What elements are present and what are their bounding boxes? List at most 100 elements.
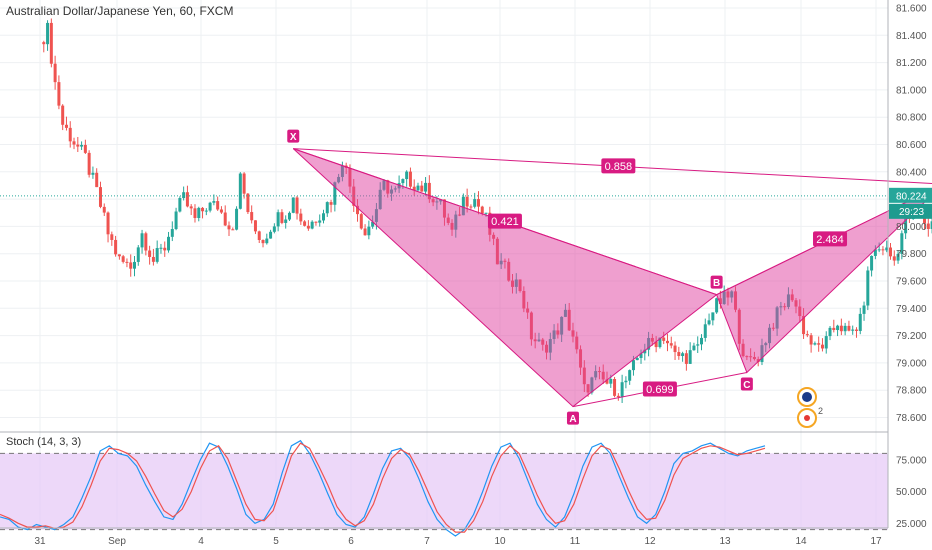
y-tick-label: 79.600 bbox=[896, 277, 927, 288]
candle-body bbox=[238, 173, 242, 209]
candle-body bbox=[870, 255, 874, 271]
candle-body bbox=[412, 186, 416, 191]
candle-body bbox=[235, 208, 239, 230]
x-tick-label: 13 bbox=[719, 536, 731, 547]
candle-body bbox=[484, 212, 488, 214]
candle-body bbox=[303, 221, 307, 226]
candle-body bbox=[57, 82, 61, 106]
candle-body bbox=[144, 233, 148, 251]
candle-body bbox=[287, 212, 291, 220]
candle-body bbox=[926, 223, 930, 229]
candle-body bbox=[291, 197, 295, 213]
candle-body bbox=[193, 208, 197, 218]
candle-body bbox=[242, 173, 246, 194]
candle-body bbox=[201, 207, 205, 212]
pattern-xab bbox=[292, 148, 718, 408]
stoch-y-tick-label: 25.000 bbox=[896, 519, 927, 530]
grid-lines bbox=[0, 0, 888, 528]
candle-body bbox=[333, 182, 337, 205]
candle-body bbox=[401, 179, 405, 184]
point-badge bbox=[740, 377, 753, 391]
candle-body bbox=[133, 261, 136, 269]
x-tick-label: 14 bbox=[795, 536, 807, 547]
candle-body bbox=[359, 214, 363, 229]
candle-body bbox=[129, 262, 133, 269]
ratio-badge bbox=[642, 381, 677, 397]
candle-body bbox=[371, 221, 375, 227]
candle-body bbox=[673, 345, 677, 353]
y-tick-label: 81.400 bbox=[896, 31, 927, 42]
y-tick-label: 80.800 bbox=[896, 113, 927, 124]
candle-body bbox=[265, 238, 269, 244]
candle-body bbox=[91, 172, 95, 175]
x-tick-label: 17 bbox=[870, 536, 882, 547]
candle-body bbox=[635, 357, 639, 361]
candle-body bbox=[98, 187, 102, 207]
candle-body bbox=[866, 270, 870, 306]
ratio-badge bbox=[813, 231, 848, 247]
candle-body bbox=[631, 360, 635, 371]
candle-body bbox=[408, 171, 412, 187]
candle-body bbox=[178, 198, 182, 212]
candle-body bbox=[873, 249, 877, 256]
candle-body bbox=[204, 210, 208, 212]
candle-body bbox=[284, 219, 288, 223]
candle-body bbox=[159, 247, 163, 249]
candle-body bbox=[182, 192, 186, 199]
candle-body bbox=[68, 127, 72, 142]
ratio-label: 0.421 bbox=[491, 216, 519, 228]
candle-body bbox=[817, 343, 821, 345]
current-price-badge bbox=[889, 187, 932, 203]
candle-body bbox=[61, 105, 65, 125]
candle-body bbox=[367, 226, 371, 236]
candle-body bbox=[847, 325, 851, 331]
candle-body bbox=[106, 212, 110, 235]
candle-body bbox=[121, 256, 125, 262]
candle-body bbox=[276, 212, 280, 227]
y-tick-label: 79.000 bbox=[896, 358, 927, 369]
x-tick-label: 10 bbox=[494, 536, 506, 547]
y-tick-label: 79.800 bbox=[896, 249, 927, 260]
candle-body bbox=[197, 207, 201, 218]
candle-body bbox=[325, 202, 329, 214]
y-tick-label: 81.000 bbox=[896, 85, 927, 96]
candle-body bbox=[605, 379, 609, 384]
candle-body bbox=[299, 213, 303, 222]
candle-body bbox=[329, 202, 333, 205]
candle-body bbox=[643, 349, 647, 354]
candle-body bbox=[639, 353, 643, 358]
ratio-label: 0.858 bbox=[605, 161, 633, 173]
x-tick-label: 5 bbox=[273, 536, 279, 547]
candle-body bbox=[53, 63, 57, 83]
candle-body bbox=[828, 327, 832, 337]
candle-body bbox=[696, 344, 700, 346]
stoch-d-line bbox=[0, 442, 766, 533]
candle-body bbox=[318, 220, 322, 223]
y-tick-label: 78.800 bbox=[896, 386, 927, 397]
ratio-label: 2.484 bbox=[816, 234, 844, 246]
candle-body bbox=[813, 343, 817, 345]
candle-body bbox=[461, 196, 465, 216]
point-badge bbox=[566, 411, 579, 425]
candle-body bbox=[261, 240, 265, 244]
candle-body bbox=[703, 324, 707, 338]
candle-body bbox=[363, 228, 367, 236]
candle-body bbox=[930, 221, 932, 229]
candle-body bbox=[700, 337, 703, 345]
candle-body bbox=[476, 199, 480, 207]
candle-body bbox=[163, 247, 167, 251]
candle-body bbox=[654, 341, 658, 348]
candle-body bbox=[904, 214, 908, 234]
stoch-y-tick-label: 75.000 bbox=[896, 455, 927, 466]
candle-body bbox=[707, 320, 711, 325]
candle-body bbox=[628, 370, 632, 381]
stoch-k-line bbox=[0, 439, 766, 537]
candle-body bbox=[250, 212, 254, 221]
stoch-y-tick-label: 50.000 bbox=[896, 487, 927, 498]
candle-body bbox=[802, 316, 806, 335]
candle-body bbox=[155, 248, 159, 262]
candle-body bbox=[212, 201, 216, 203]
candle-body bbox=[208, 202, 212, 211]
candle-body bbox=[76, 144, 80, 147]
candle-body bbox=[231, 229, 235, 231]
